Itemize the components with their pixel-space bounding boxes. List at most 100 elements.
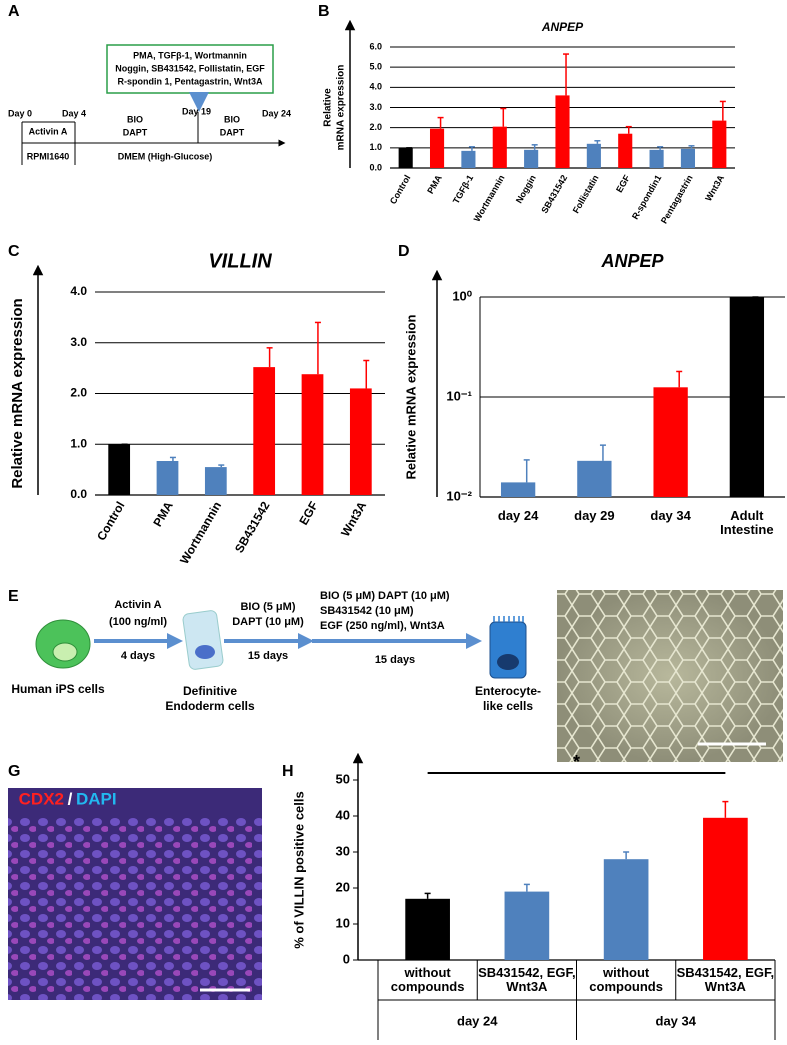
x-tick-label: without compounds [390, 966, 465, 994]
x-tick-label-box: without compounds [390, 966, 465, 994]
y-tick-label: 5.0 [369, 62, 382, 72]
y-tick-label: 1.0 [369, 142, 382, 152]
bar [492, 126, 507, 168]
panel-label: D [398, 243, 410, 260]
bar [703, 817, 748, 960]
cell-label: Enterocyte- [475, 684, 541, 698]
bar [429, 128, 445, 168]
bar [405, 898, 450, 960]
y-tick-label: 6.0 [369, 41, 382, 51]
y-tick-label: 0 [343, 951, 350, 966]
significance-label: * [573, 752, 580, 772]
day-label: Day 19 [182, 106, 211, 116]
medium-label: RPMI1640 [27, 151, 70, 161]
bar [108, 444, 131, 495]
stage-label: Activin A [29, 126, 68, 136]
fluorescence-image: CDX2 / DAPI [8, 788, 262, 1000]
panel-label: C [8, 243, 20, 260]
x-tick-label: SB431542 [232, 499, 273, 555]
step-text: SB431542 (10 μM) [320, 605, 414, 617]
x-tick-label: Control [388, 173, 413, 206]
x-tick-label-box: without compounds [589, 966, 663, 994]
step-text: (100 ng/ml) [109, 616, 167, 628]
bar [398, 147, 413, 168]
bar [253, 367, 276, 495]
compound-list: R-spondin 1, Pentagastrin, Wnt3A [117, 76, 263, 86]
panel-label: H [282, 763, 294, 780]
x-tick-label: day 24 [497, 509, 539, 523]
x-tick-label-box: SB431542, EGF, Wnt3A [478, 966, 576, 994]
x-tick-label: Wortmannin [472, 173, 507, 223]
bar [349, 388, 372, 495]
group-label: day 34 [656, 1013, 697, 1028]
bar [618, 133, 633, 168]
y-tick-label: 2.0 [70, 386, 87, 400]
x-tick-label-box: day 34 [650, 509, 690, 523]
x-tick-label: TGFβ-1 [451, 173, 475, 205]
step-text: EGF (250 ng/ml), Wnt3A [320, 620, 445, 632]
x-tick-label: Adult Intestine [720, 509, 774, 537]
y-tick-label: 10 [336, 915, 350, 930]
y-tick-label: 20 [336, 879, 350, 894]
panel-label: B [318, 3, 330, 20]
panel-label: G [8, 763, 20, 780]
bar [504, 891, 550, 960]
step-text: Activin A [114, 599, 161, 611]
x-tick-label: day 29 [574, 509, 615, 523]
chart-title: ANPEP [541, 20, 584, 34]
bar [156, 460, 179, 495]
stain-label: / [68, 789, 73, 808]
x-tick-label: Control [94, 499, 127, 543]
y-axis-label: % of VILLIN positive cells [291, 791, 306, 948]
y-tick-label: 10⁻² [446, 488, 472, 503]
bar [204, 467, 227, 495]
cell-label: Human iPS cells [11, 682, 105, 696]
y-tick-label: 30 [336, 843, 350, 858]
stage-label: BIO [224, 114, 240, 124]
step-text: BIO (5 μM) [240, 601, 295, 613]
x-tick-label: EGF [296, 499, 320, 527]
x-tick-label-box: SB431542, EGF, Wnt3A [676, 966, 775, 994]
day-label: Day 0 [8, 108, 32, 118]
y-tick-label: 4.0 [369, 82, 382, 92]
y-tick-label: 50 [336, 771, 350, 786]
x-tick-label: EGF [614, 173, 632, 194]
y-tick-label: 3.0 [70, 335, 87, 349]
y-tick-label: 1.0 [70, 436, 87, 450]
bar [653, 387, 688, 497]
stage-label: BIO [127, 114, 143, 124]
step-text: DAPT (10 μM) [232, 616, 304, 628]
x-tick-label: Noggin [514, 173, 538, 205]
panel-label: E [8, 588, 19, 605]
y-axis-label: Relative [323, 88, 334, 127]
x-tick-label: Pentagastrin [659, 173, 695, 225]
cell-label: Endoderm cells [165, 699, 255, 713]
bar [555, 95, 570, 168]
x-tick-label: SB431542, EGF, Wnt3A [676, 966, 775, 994]
chart-title: VILLIN [208, 250, 272, 272]
y-tick-label: 10⁻¹ [446, 388, 472, 403]
bar [712, 120, 727, 168]
stain-label: DAPI [76, 789, 117, 808]
bar [729, 297, 765, 497]
x-tick-label: SB431542 [539, 173, 569, 215]
group-label: day 24 [457, 1013, 498, 1028]
bar [524, 149, 539, 168]
x-tick-label: R-spondin1 [630, 173, 663, 221]
day-label: Day 24 [262, 108, 291, 118]
medium-label: DMEM (High-Glucose) [118, 151, 213, 161]
y-axis-label: Relative mRNA expression [9, 298, 26, 488]
compound-list: PMA, TGFβ-1, Wortmannin [133, 50, 247, 60]
x-tick-label: Follistatin [571, 173, 601, 215]
bar [680, 148, 696, 168]
compound-list: Noggin, SB431542, Follistatin, EGF [115, 63, 265, 73]
micrograph [557, 590, 783, 762]
y-axis-label: Relative mRNA expression [403, 314, 418, 479]
step-text: 4 days [121, 650, 155, 662]
y-tick-label: 10⁰ [452, 288, 472, 303]
stain-label: CDX2 [19, 789, 64, 808]
x-tick-label: Wnt3A [703, 173, 726, 203]
x-tick-label: Wortmannin [177, 499, 224, 566]
x-tick-label-box: day 29 [574, 509, 615, 523]
